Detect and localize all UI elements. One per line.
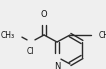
Text: CH₃: CH₃ [99, 30, 106, 39]
Text: Cl: Cl [26, 47, 34, 56]
Text: O: O [41, 10, 47, 19]
Text: N: N [54, 62, 60, 69]
Text: CH₃: CH₃ [1, 30, 15, 39]
